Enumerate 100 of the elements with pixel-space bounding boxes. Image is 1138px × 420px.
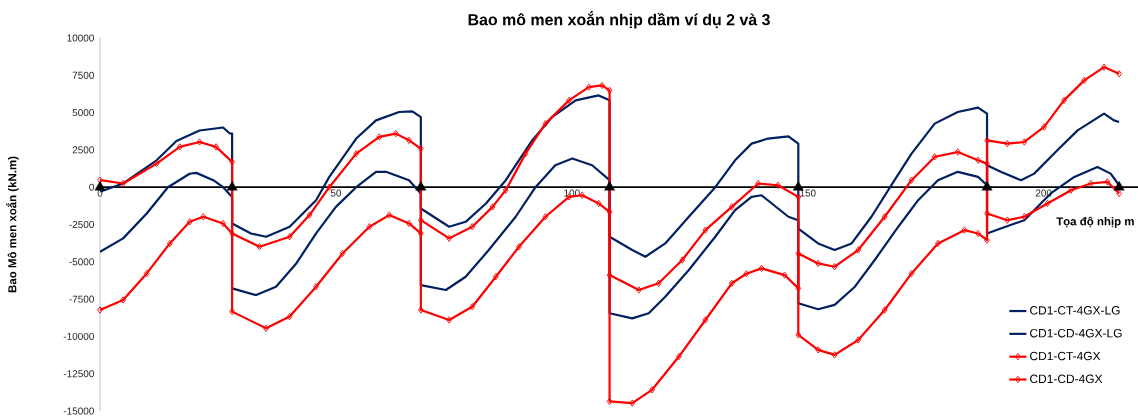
y-tick-label: -7500 (69, 295, 94, 303)
y-tick-label: -10000 (63, 332, 94, 340)
point (1004, 139, 1011, 148)
point (393, 130, 399, 138)
point (702, 316, 709, 324)
point (153, 159, 160, 168)
x-tick-label: 150 (800, 189, 816, 197)
point (1061, 96, 1067, 104)
point (366, 223, 373, 231)
point (781, 271, 788, 279)
point (226, 181, 238, 191)
point (97, 176, 103, 184)
point (1116, 70, 1122, 78)
point (415, 181, 427, 191)
y-tick-label: 0 (89, 183, 94, 191)
y-tick-label: 5000 (72, 109, 94, 117)
point (489, 203, 496, 211)
point (1101, 63, 1107, 71)
point (1113, 181, 1125, 191)
point (931, 153, 938, 161)
point (286, 312, 293, 321)
point (186, 218, 193, 226)
point (629, 399, 636, 407)
point (908, 269, 915, 278)
point (975, 156, 981, 164)
point (176, 143, 183, 151)
point (386, 211, 393, 219)
point (595, 199, 602, 208)
point (1087, 179, 1094, 188)
point (339, 249, 346, 258)
point (353, 149, 360, 158)
point (213, 143, 219, 151)
point (655, 279, 662, 287)
point (493, 273, 499, 281)
point (263, 324, 269, 332)
point (166, 239, 173, 248)
point (908, 176, 915, 184)
point (446, 316, 452, 324)
point (196, 138, 203, 146)
point (200, 213, 207, 221)
point (1104, 178, 1111, 186)
point (792, 181, 804, 191)
point (758, 264, 765, 272)
point (635, 286, 642, 294)
point (522, 149, 529, 158)
point (984, 136, 990, 144)
point (418, 216, 424, 224)
chart-title: Bao mô men xoắn nhịp dầm ví dụ 2 và 3 (468, 11, 770, 29)
point (954, 148, 961, 156)
x-axis-title: Tọa độ nhịp m (1056, 216, 1134, 228)
point (755, 179, 762, 188)
point (1021, 213, 1028, 221)
point (306, 211, 313, 219)
point (502, 186, 509, 194)
point (881, 306, 888, 314)
point (1004, 216, 1011, 224)
y-tick-label: -2500 (69, 220, 94, 229)
point (881, 213, 888, 221)
point (469, 303, 476, 311)
point (728, 203, 735, 211)
legend-label: CD1-CT-4GX-LG (1030, 306, 1120, 315)
y-tick-label: 2500 (72, 146, 94, 154)
y-axis-title: Bao Mô men xoắn (kN.m) (6, 156, 19, 293)
y-tick-label: -5000 (69, 258, 94, 266)
point (855, 336, 862, 344)
point (326, 183, 333, 191)
point (679, 256, 686, 264)
point (1041, 123, 1047, 131)
point (606, 271, 613, 279)
point (120, 296, 126, 304)
legend-label: CD1-CT-4GX (1030, 351, 1101, 361)
point (606, 86, 613, 94)
point (97, 306, 103, 314)
point (229, 308, 235, 316)
point (981, 181, 993, 191)
point (831, 351, 838, 359)
point (418, 306, 424, 314)
point (604, 181, 615, 191)
x-tick-label: 50 (330, 189, 342, 197)
legend-label: CD1-CD-4GX-LG (1030, 328, 1122, 338)
point (1021, 138, 1028, 146)
point (566, 96, 572, 104)
point (728, 279, 735, 287)
point (94, 181, 106, 191)
point (606, 208, 613, 216)
y-tick-label: 10000 (67, 34, 94, 42)
point (286, 233, 293, 241)
point (606, 397, 613, 406)
point (585, 83, 592, 91)
point (542, 213, 549, 221)
point (313, 283, 319, 291)
point (961, 226, 968, 234)
point (775, 181, 781, 189)
y-tick-label: -15000 (63, 407, 94, 415)
y-tick-label: -12500 (63, 370, 94, 378)
point (1081, 76, 1088, 85)
point (406, 136, 412, 144)
point (376, 133, 383, 141)
legend-label: CD1-CD-4GX (1030, 374, 1103, 384)
point (815, 346, 821, 354)
